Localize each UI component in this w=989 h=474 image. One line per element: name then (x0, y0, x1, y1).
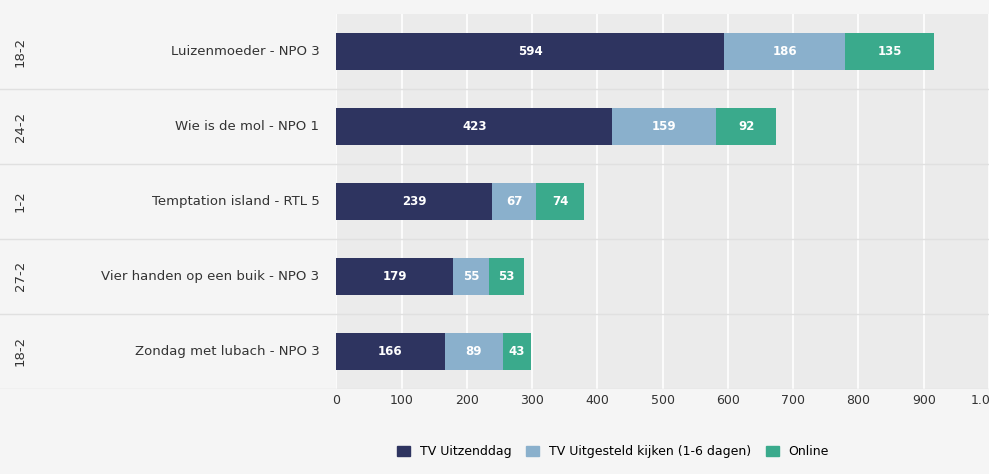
Bar (336, 108, 612, 146)
Legend: TV Uitzenddag, TV Uitgesteld kijken (1-6 dagen), Online: TV Uitzenddag, TV Uitgesteld kijken (1-6… (393, 440, 834, 463)
Text: 186: 186 (772, 45, 797, 58)
Bar (336, 183, 493, 220)
Bar (445, 333, 502, 370)
Text: Temptation island - RTL 5: Temptation island - RTL 5 (151, 195, 319, 208)
Text: 166: 166 (378, 345, 403, 358)
Text: 18-2: 18-2 (14, 336, 27, 366)
Text: Wie is de mol - NPO 1: Wie is de mol - NPO 1 (175, 120, 319, 133)
Bar (493, 183, 536, 220)
Text: 74: 74 (552, 195, 569, 208)
Text: 27-2: 27-2 (14, 261, 27, 292)
Text: 92: 92 (738, 120, 755, 133)
Bar (489, 258, 523, 295)
Text: Luizenmoeder - NPO 3: Luizenmoeder - NPO 3 (171, 45, 319, 58)
Text: 67: 67 (506, 195, 522, 208)
Text: 24-2: 24-2 (14, 111, 27, 142)
Text: 594: 594 (518, 45, 543, 58)
Text: Zondag met lubach - NPO 3: Zondag met lubach - NPO 3 (135, 345, 319, 358)
Text: 53: 53 (498, 270, 514, 283)
Text: Vier handen op een buik - NPO 3: Vier handen op een buik - NPO 3 (101, 270, 319, 283)
Bar (716, 108, 776, 146)
Text: 89: 89 (466, 345, 482, 358)
Bar (846, 33, 934, 71)
Bar (502, 333, 531, 370)
Bar (724, 33, 846, 71)
Text: 55: 55 (463, 270, 480, 283)
Text: 135: 135 (877, 45, 902, 58)
Text: 43: 43 (508, 345, 525, 358)
Text: 1-2: 1-2 (14, 191, 27, 212)
Bar (453, 258, 489, 295)
Text: 159: 159 (652, 120, 676, 133)
Text: 239: 239 (402, 195, 426, 208)
Bar (336, 258, 453, 295)
Bar (336, 33, 724, 71)
Text: 179: 179 (383, 270, 406, 283)
Bar (336, 333, 445, 370)
Text: 18-2: 18-2 (14, 36, 27, 67)
Bar (536, 183, 584, 220)
Bar (612, 108, 716, 146)
Text: 423: 423 (462, 120, 487, 133)
